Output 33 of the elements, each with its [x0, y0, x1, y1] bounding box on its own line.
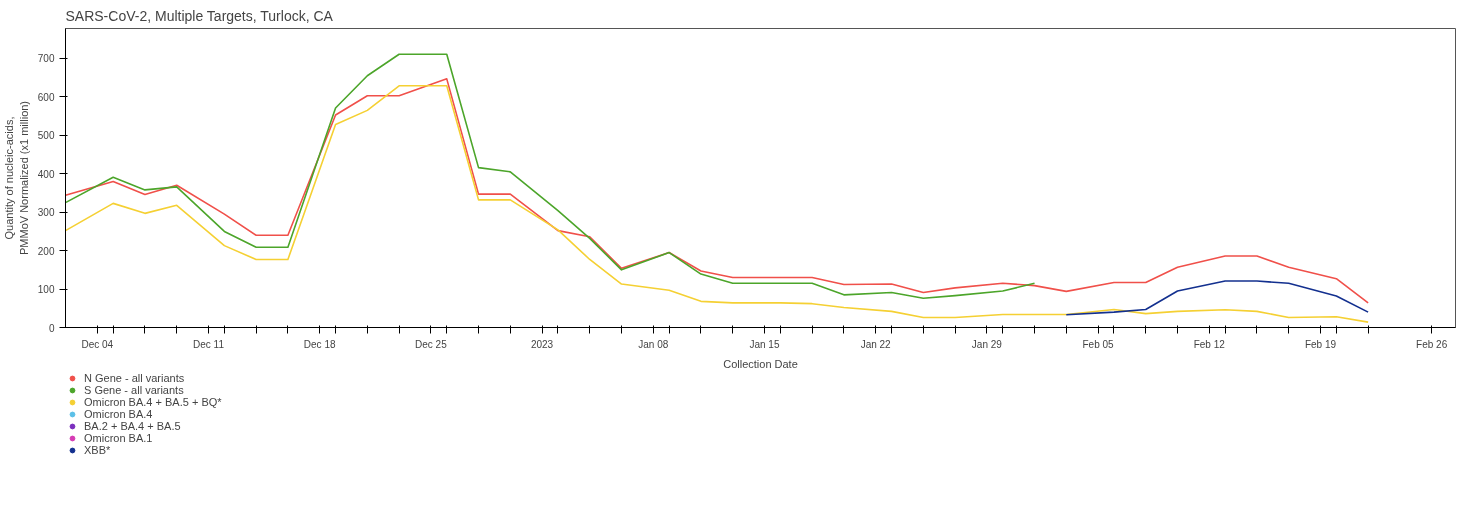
x-tick-label: Jan 22: [860, 338, 892, 350]
legend-label: Omicron BA.4: [84, 408, 153, 420]
x-tick-label: Dec 25: [415, 338, 448, 350]
legend-label: S Gene - all variants: [84, 384, 184, 396]
line-series: [1065, 280, 1369, 316]
y-tick-label: 300: [37, 207, 55, 219]
x-tick-label: Feb 19: [1304, 338, 1337, 350]
y-axis-title: Quantity of nucleic-acids, PMMoV Normalized (x1 million): [3, 100, 30, 256]
y-tick-label: 100: [37, 284, 55, 296]
y-tick-label: 700: [37, 53, 55, 65]
x-tick-label: Jan 08: [638, 338, 669, 350]
legend-label: N Gene - all variants: [84, 372, 185, 384]
y-tick-label: 0: [48, 322, 55, 334]
line-series: [65, 53, 1036, 300]
x-axis-title: Collection Date: [723, 357, 798, 370]
x-tick-label: Dec 11: [193, 338, 225, 350]
x-tick-label: 2023: [530, 338, 554, 350]
x-tick-label: Feb 26: [1416, 338, 1448, 350]
y-tick-label: 400: [37, 168, 55, 180]
y-tick-label: 600: [37, 91, 55, 103]
y-tick-label: 500: [37, 130, 55, 142]
x-tick-label: Dec 18: [303, 338, 336, 350]
legend-label: Omicron BA.1: [84, 432, 153, 444]
legend-label: Omicron BA.4 + BA.5 + BQ*: [84, 396, 222, 408]
x-tick-label: Feb 12: [1193, 338, 1226, 350]
legend-label: BA.2 + BA.4 + BA.5: [84, 420, 181, 432]
x-tick-label: Dec 04: [81, 338, 114, 350]
x-tick-label: Feb 05: [1082, 338, 1115, 350]
legend-label: XBB*: [84, 444, 111, 456]
chart-title: SARS-CoV-2, Multiple Targets, Turlock, CA: [65, 7, 334, 24]
y-tick-label: 200: [37, 245, 55, 257]
x-tick-label: Jan 15: [749, 338, 780, 350]
x-tick-label: Jan 29: [971, 338, 1003, 350]
